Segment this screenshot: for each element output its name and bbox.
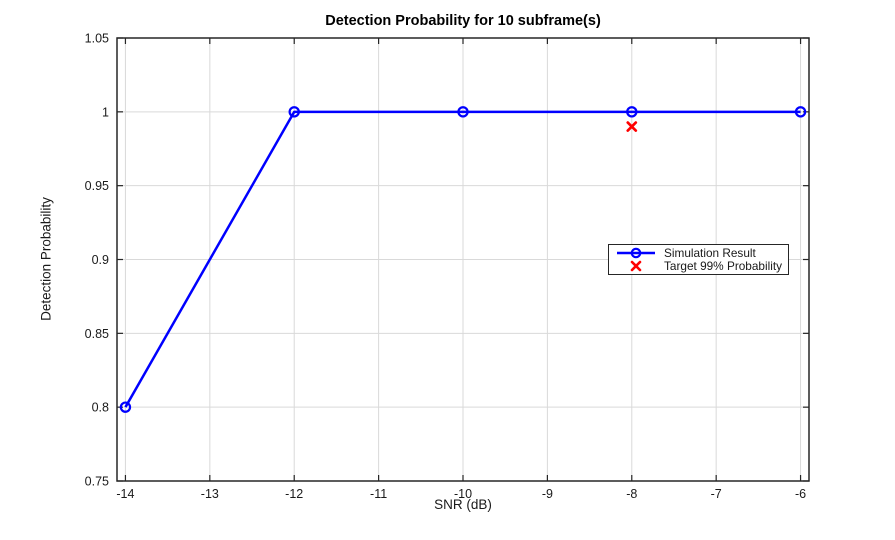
- y-tick-label: 0.75: [85, 475, 109, 489]
- y-tick-label: 1.05: [85, 32, 109, 46]
- x-tick-label: -11: [370, 487, 387, 501]
- data-point-marker: [119, 401, 132, 413]
- x-tick-label: -12: [285, 487, 303, 501]
- y-tick-label: 0.95: [85, 179, 109, 193]
- y-tick-label: 0.85: [85, 327, 109, 341]
- series-line: [124, 110, 801, 408]
- legend-label-target-probability: Target 99% Probability: [664, 259, 783, 273]
- x-tick-label: -10: [454, 487, 472, 501]
- x-tick-label: -13: [201, 487, 219, 501]
- line-circle-marker-icon: [617, 247, 655, 259]
- data-point-marker: [794, 106, 807, 118]
- y-tick-label: 0.9: [92, 253, 109, 267]
- x-tick-label: -14: [116, 487, 134, 501]
- legend-label-simulation-result: Simulation Result: [664, 246, 756, 260]
- y-tick-label: 1: [102, 105, 109, 119]
- x-tick-label: -8: [626, 487, 637, 501]
- y-tick-label: 0.8: [92, 401, 109, 415]
- data-point-marker: [288, 106, 300, 118]
- data-point-marker: [626, 106, 638, 118]
- legend: Simulation Result Target 99% Probability: [608, 244, 790, 275]
- x-tick-label: -9: [542, 487, 553, 501]
- data-point-marker: [457, 106, 469, 118]
- x-axis-label: SNR (dB): [434, 497, 492, 512]
- legend-item-target-probability: Target 99% Probability: [615, 259, 783, 273]
- target-x-marker: [626, 121, 638, 132]
- x-tick-label: -6: [795, 487, 806, 501]
- legend-item-simulation-result: Simulation Result: [615, 246, 782, 260]
- chart-title: Detection Probability for 10 subframe(s): [325, 13, 601, 29]
- x-tick-label: -7: [711, 487, 722, 501]
- x-marker-icon: [630, 260, 642, 272]
